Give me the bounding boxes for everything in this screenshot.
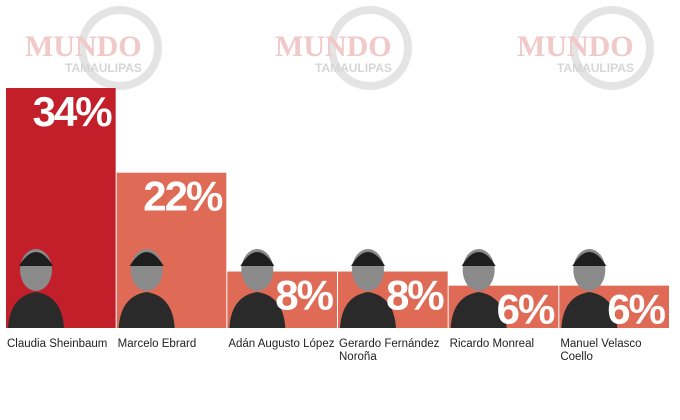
portrait [340, 292, 396, 328]
portrait [19, 252, 53, 266]
value-label: 22% [143, 173, 223, 220]
portrait [461, 252, 496, 266]
portrait [351, 252, 385, 266]
watermark-ring [328, 6, 412, 90]
portrait [118, 292, 175, 328]
watermark-brand: MUNDO [275, 30, 392, 63]
watermark-region: TAMAULIPAS [557, 61, 634, 75]
portrait [229, 292, 286, 328]
value-label: 34% [33, 88, 113, 135]
watermark-region: TAMAULIPAS [65, 61, 142, 75]
value-label: 8% [275, 272, 333, 319]
category-label: Marcelo Ebrard [117, 338, 197, 350]
category-label: Ricardo Monreal [449, 338, 535, 350]
category-label: Claudia Sheinbaum [7, 338, 108, 350]
watermark-ring [570, 6, 654, 90]
portrait [129, 252, 164, 266]
portrait [450, 292, 507, 328]
watermark-brand: MUNDO [25, 30, 142, 63]
value-label: 6% [607, 286, 665, 333]
watermark-brand: MUNDO [517, 30, 634, 63]
portrait [240, 252, 275, 266]
value-label: 6% [497, 286, 555, 333]
portrait [572, 252, 607, 266]
bar [6, 88, 116, 328]
watermark-ring [78, 6, 162, 90]
category-label: Manuel Velasco Coello [560, 338, 642, 363]
portrait [8, 292, 64, 328]
category-label: Gerardo Fernández Noroña [339, 338, 440, 363]
portrait [561, 292, 618, 328]
value-label: 8% [386, 272, 444, 319]
watermark-region: TAMAULIPAS [315, 61, 392, 75]
category-label: Adán Augusto López [228, 338, 335, 350]
